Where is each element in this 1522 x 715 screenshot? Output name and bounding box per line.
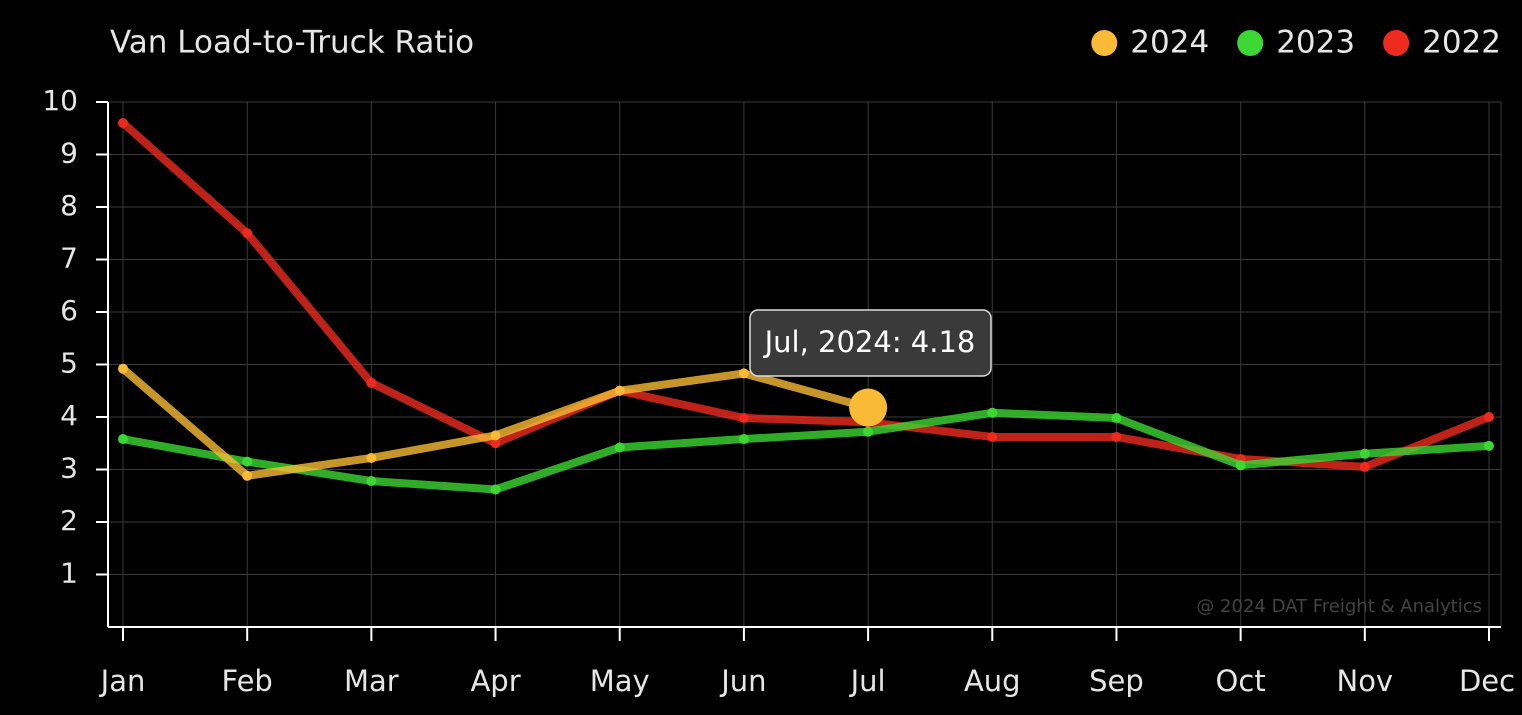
data-point — [490, 484, 501, 495]
y-tick-label: 10 — [42, 84, 78, 117]
tooltip-text: Jul, 2024: 4.18 — [763, 325, 976, 359]
x-tick-label: Feb — [222, 664, 273, 698]
x-tick-label: Aug — [964, 664, 1021, 698]
x-tick-label: Nov — [1337, 664, 1394, 698]
legend-label: 2023 — [1276, 25, 1355, 61]
chart-title: Van Load-to-Truck Ratio — [110, 25, 474, 61]
x-tick-label: Dec — [1459, 664, 1515, 698]
data-point — [366, 476, 377, 487]
data-point — [1484, 412, 1494, 422]
hover-point — [849, 388, 888, 427]
x-tick-label: Jul — [849, 664, 886, 698]
data-point — [1111, 431, 1122, 442]
y-tick-label: 5 — [60, 347, 78, 380]
data-point — [1484, 440, 1494, 451]
data-point — [118, 434, 128, 445]
legend-label: 2024 — [1130, 25, 1209, 61]
data-point — [987, 431, 998, 442]
y-tick-label: 6 — [60, 294, 78, 327]
x-tick-label: Sep — [1089, 664, 1144, 698]
tooltip-box — [749, 309, 992, 377]
data-point — [490, 430, 501, 441]
data-point — [1359, 461, 1370, 472]
legend-swatch — [1237, 30, 1264, 56]
y-tick-label: 8 — [60, 189, 78, 222]
legend-label: 2022 — [1422, 25, 1501, 61]
x-tick-label: Apr — [470, 664, 520, 698]
data-point — [987, 407, 998, 418]
data-point — [738, 434, 749, 445]
data-point — [738, 368, 749, 379]
data-point — [242, 470, 253, 481]
data-point — [118, 363, 128, 374]
legend-swatch — [1383, 30, 1410, 56]
data-point — [1111, 413, 1122, 424]
y-tick-label: 7 — [60, 242, 78, 275]
data-point — [863, 426, 874, 437]
x-tick-label: Jan — [99, 664, 146, 698]
x-tick-label: Oct — [1216, 664, 1266, 698]
legend-swatch — [1091, 30, 1118, 56]
data-point — [1359, 448, 1370, 459]
x-tick-label: Jun — [719, 664, 766, 698]
x-tick-label: Mar — [344, 664, 399, 698]
data-point — [490, 438, 501, 449]
data-point — [242, 456, 253, 467]
tooltip: Jul, 2024: 4.18 — [749, 309, 992, 377]
series-line — [119, 408, 1493, 494]
data-point — [366, 452, 377, 463]
data-point — [366, 377, 377, 388]
watermark: @ 2024 DAT Freight & Analytics — [1196, 596, 1482, 617]
y-tick-label: 2 — [60, 504, 78, 537]
data-point — [614, 442, 625, 453]
x-tick-label: May — [590, 664, 650, 698]
data-point — [242, 228, 253, 239]
data-point — [118, 118, 128, 128]
data-point — [1235, 460, 1246, 471]
data-point — [738, 413, 749, 424]
y-tick-label: 9 — [60, 137, 78, 170]
y-tick-label: 4 — [60, 399, 78, 432]
y-tick-label: 3 — [60, 452, 78, 485]
data-point — [614, 385, 625, 396]
y-tick-label: 1 — [60, 557, 78, 590]
